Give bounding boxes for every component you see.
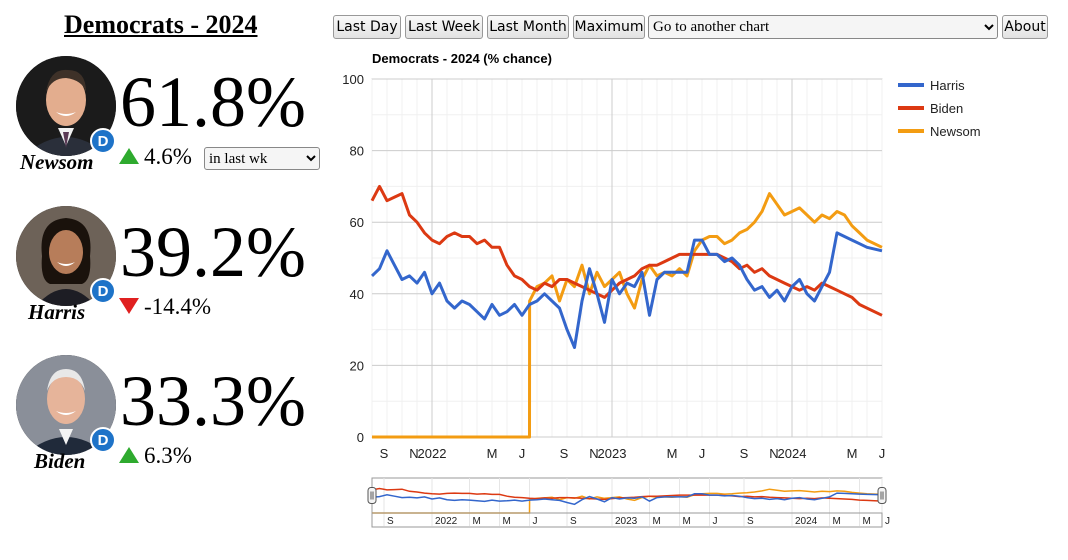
x-tick-label: N [589, 446, 598, 461]
navigator-tick-label: M [473, 516, 481, 527]
navigator-tick-label: 2022 [435, 516, 458, 527]
x-tick-label: 2024 [778, 446, 807, 461]
last-week-button[interactable]: Last Week [405, 15, 483, 39]
avatar-harris [16, 206, 116, 306]
candidate-percent: 61.8% [120, 62, 306, 142]
candidate-change: 6.3% [144, 443, 192, 468]
candidate-change: 4.6% [144, 144, 192, 169]
navigator-tick-label: M [863, 516, 871, 527]
candidate-name: Harris [28, 300, 86, 324]
x-tick-label: 2023 [598, 446, 627, 461]
plot-background [371, 78, 883, 438]
plot-grid [371, 78, 883, 438]
navigator-line-harris [371, 492, 883, 506]
navigator-tick-label: M [833, 516, 841, 527]
candidate-percent: 39.2% [120, 212, 306, 292]
navigator-line-biden [371, 487, 883, 502]
about-button[interactable]: About [1002, 15, 1048, 39]
x-tick-label: J [699, 446, 706, 461]
x-tick-label: N [409, 446, 418, 461]
y-tick-label: 80 [350, 144, 364, 159]
x-tick-label: M [487, 446, 498, 461]
y-tick-label: 20 [350, 358, 364, 373]
navigator-tick-label: S [570, 516, 577, 527]
navigator-tick-label: M [503, 516, 511, 527]
y-tick-label: 40 [350, 287, 364, 302]
navigator-axis-frame [371, 512, 883, 528]
navigator-tick-label: 2023 [615, 516, 638, 527]
x-tick-label: M [847, 446, 858, 461]
up-arrow-icon [119, 447, 139, 463]
legend-label: Newsom [930, 124, 981, 139]
navigator-tick-label: J [713, 516, 718, 527]
series-line-biden [370, 184, 883, 317]
navigator-tick-label: S [747, 516, 754, 527]
x-tick-label: 2022 [418, 446, 447, 461]
democrat-badge-icon: D [90, 128, 116, 154]
x-tick-label: S [740, 446, 749, 461]
series-line-harris [370, 231, 883, 349]
candidate-change: -14.4% [144, 294, 212, 319]
navigator-handle[interactable] [367, 487, 377, 504]
navigator-frame [371, 477, 883, 514]
up-arrow-icon [119, 148, 139, 164]
last-month-button[interactable]: Last Month [487, 15, 569, 39]
democrat-badge-icon: D [90, 427, 116, 453]
candidate-card-biden: D 33.3% Biden 6.3% [16, 355, 326, 495]
chart-select[interactable]: Go to another chart [648, 15, 998, 39]
legend-label: Biden [930, 101, 963, 116]
navigator-tick-label: J [533, 516, 538, 527]
series-line-newsom [372, 192, 883, 439]
x-tick-label: N [769, 446, 778, 461]
navigator-tick-label: M [653, 516, 661, 527]
avatar-newsom [16, 56, 116, 156]
candidate-card-newsom: D 61.8% Newsom 4.6% [16, 56, 326, 196]
y-tick-label: 0 [357, 430, 364, 445]
navigator-tick-label: 2024 [795, 516, 818, 527]
chart-title: Democrats - 2024 (% chance) [372, 51, 552, 66]
navigator-tick-label: M [683, 516, 691, 527]
y-tick-label: 100 [342, 72, 364, 87]
navigator-handle[interactable] [877, 487, 887, 504]
plot-lines [370, 184, 883, 439]
y-tick-label: 60 [350, 215, 364, 230]
candidate-name: Newsom [20, 150, 94, 174]
legend-label: Harris [930, 78, 965, 93]
page-title: Democrats - 2024 [64, 10, 258, 39]
candidate-card-harris: D 39.2% Harris -14.4% [16, 206, 326, 346]
candidate-name: Biden [34, 449, 86, 473]
last-day-button[interactable]: Last Day [333, 15, 401, 39]
range-navigator[interactable]: S 2022 M M J S 2023 M M J S 2024 M M J [367, 477, 890, 528]
navigator-tick-label: S [387, 516, 394, 527]
x-tick-label: S [560, 446, 569, 461]
x-tick-label: M [667, 446, 678, 461]
navigator-tick-label: J [885, 516, 890, 527]
chart-legend: Harris Biden Newsom [898, 78, 981, 139]
democrat-badge-icon: D [90, 278, 116, 304]
maximum-button[interactable]: Maximum [573, 15, 645, 39]
candidate-percent: 33.3% [120, 361, 306, 441]
navigator-line-newsom [372, 488, 883, 514]
x-tick-label: J [519, 446, 526, 461]
x-tick-label: S [380, 446, 389, 461]
x-tick-label: J [879, 446, 886, 461]
down-arrow-icon [119, 298, 139, 314]
time-range-select[interactable]: in last wk [204, 147, 320, 170]
